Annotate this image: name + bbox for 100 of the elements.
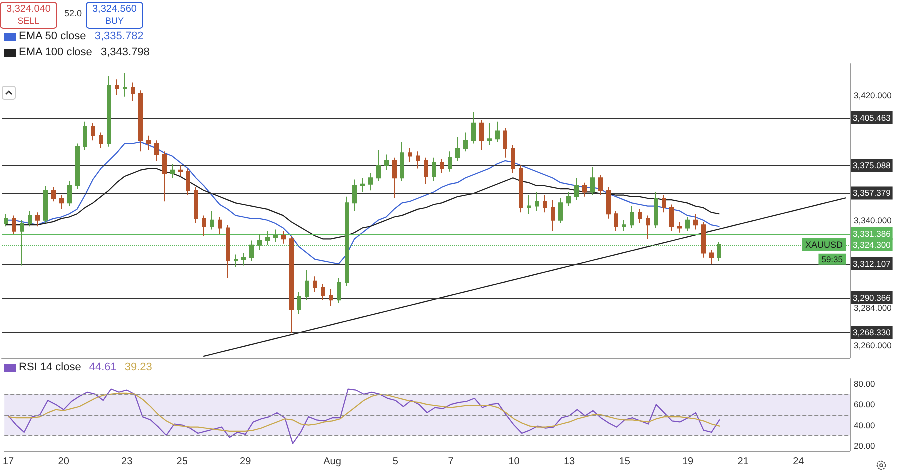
candlestick — [416, 151, 420, 170]
y-tick-label: 60.00 — [854, 400, 876, 410]
candlestick — [558, 198, 563, 224]
candlestick — [360, 178, 365, 193]
x-tick-label: 24 — [793, 456, 805, 468]
x-tick-label: 7 — [448, 456, 454, 468]
text: BUY — [105, 16, 124, 26]
candlestick — [210, 210, 214, 230]
candlestick — [226, 224, 230, 279]
text: 44.61 — [89, 362, 117, 374]
candlestick — [138, 90, 143, 152]
candlestick — [194, 187, 198, 224]
ref-line-label: 3,331.386 — [853, 228, 892, 239]
candlestick — [99, 132, 103, 149]
candlestick — [662, 194, 666, 214]
text: 3,335.782 — [94, 30, 144, 42]
candlestick — [519, 165, 523, 214]
x-tick-label: 10 — [508, 456, 520, 468]
x-tick-label: 29 — [240, 456, 252, 468]
x-tick-label: 5 — [392, 456, 399, 468]
candlestick — [305, 270, 309, 301]
candlestick — [392, 157, 397, 199]
ref-line-label: 3,324.300 — [853, 240, 892, 250]
candlestick — [630, 206, 634, 229]
candlestick — [677, 221, 682, 234]
y-tick-label: 3,260.000 — [854, 340, 892, 350]
x-tick-label: 17 — [2, 456, 15, 468]
ref-line-label: 3,405.463 — [853, 113, 892, 124]
text: 3,324.560 — [92, 4, 138, 15]
candlestick — [551, 200, 555, 232]
candlestick — [352, 179, 357, 212]
candlestick — [455, 137, 460, 162]
x-tick-label: 25 — [176, 456, 188, 468]
text: 52.0 — [64, 8, 82, 18]
legend-label: RSI 14 close — [19, 362, 82, 374]
candlestick — [376, 150, 381, 182]
candlestick — [566, 192, 571, 207]
ref-line-label: 3,375.088 — [853, 160, 892, 171]
x-tick-label: 19 — [682, 456, 694, 468]
candlestick — [249, 240, 254, 262]
candlestick — [4, 214, 8, 228]
candlestick — [289, 236, 294, 334]
candlestick — [440, 158, 444, 174]
candlestick — [20, 220, 24, 266]
candlestick — [115, 79, 119, 96]
y-tick-label: 40.00 — [854, 420, 876, 430]
candlestick — [59, 194, 64, 210]
candlestick — [281, 230, 286, 244]
line-series — [5, 168, 720, 240]
candlestick — [479, 120, 484, 151]
candlestick — [146, 135, 151, 151]
candlestick — [67, 180, 72, 207]
candlestick — [432, 157, 436, 182]
candlestick — [495, 121, 500, 143]
candlestick — [384, 154, 389, 171]
candlestick — [75, 143, 80, 190]
candlestick — [448, 151, 452, 172]
ref-line-label: 3,268.330 — [853, 327, 892, 338]
candlestick — [43, 185, 48, 224]
candlestick — [590, 166, 595, 196]
candlestick — [535, 192, 539, 212]
text: 39.23 — [124, 362, 152, 374]
x-tick-label: Aug — [324, 456, 342, 468]
y-tick-label: 20.00 — [854, 440, 876, 451]
candlestick — [218, 216, 222, 235]
candlestick — [606, 187, 611, 220]
candlestick — [178, 165, 183, 178]
candlestick — [693, 214, 698, 230]
x-tick-label: 20 — [58, 456, 70, 468]
text: SELL — [18, 16, 40, 26]
candlestick — [202, 215, 206, 237]
annotation: 59:35 — [822, 254, 844, 264]
candlestick — [273, 229, 278, 243]
candlestick — [345, 196, 349, 287]
x-tick-label: 23 — [122, 456, 134, 468]
candlestick — [234, 254, 238, 268]
line-series — [8, 392, 720, 432]
candlestick — [709, 250, 714, 265]
candlestick — [424, 157, 428, 185]
candlestick — [257, 234, 262, 251]
candlestick — [638, 208, 642, 224]
candlestick — [582, 182, 587, 198]
candlestick — [669, 204, 674, 232]
candlestick — [598, 174, 603, 196]
x-tick-label: 15 — [619, 456, 631, 468]
candlestick — [131, 82, 135, 102]
candlestick — [463, 132, 468, 152]
candlestick — [574, 178, 579, 201]
x-tick-label: 13 — [564, 456, 576, 468]
candlestick — [297, 292, 301, 315]
x-tick-label: 21 — [738, 456, 750, 468]
candlestick — [154, 140, 159, 162]
y-tick-label: 3,284.000 — [854, 302, 892, 313]
ref-line-label: 3,357.379 — [853, 188, 892, 198]
candlestick — [654, 192, 658, 229]
candlestick — [400, 142, 404, 182]
candlestick — [91, 122, 95, 142]
y-tick-label: 3,340.000 — [854, 215, 892, 226]
candlestick — [107, 76, 111, 148]
candlestick — [337, 278, 341, 304]
